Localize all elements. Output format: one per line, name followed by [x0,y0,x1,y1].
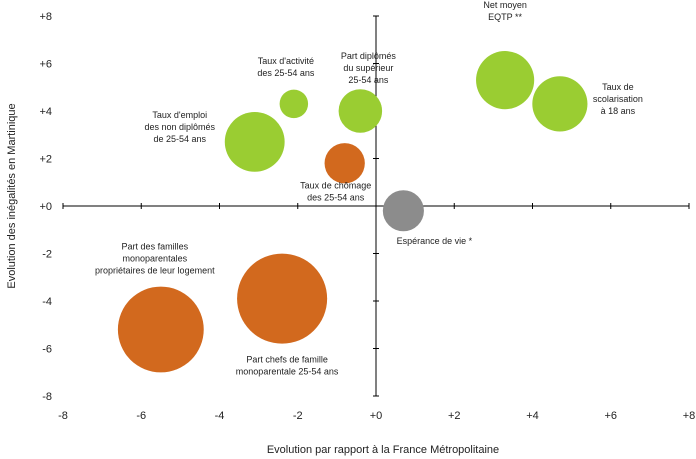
bubble-label-line: Part diplômés [341,51,397,61]
bubble-label: Part diplômés du supérieur 25-54 ans [341,51,397,85]
x-axis-title: Evolution par rapport à la France Métrop… [267,444,499,456]
bubble-label-line: des 25-54 ans [307,192,365,202]
bubble-label-line: EQTP ** [488,12,522,22]
bubble [476,51,535,110]
x-tick-label: -2 [293,410,303,422]
x-tick-label: +0 [370,410,383,422]
bubble [532,76,588,132]
bubble-label-line: des non diplômés [144,122,215,132]
y-tick-label: -8 [42,391,52,403]
bubble [117,286,204,373]
bubble-label: Taux d'emploi des non diplômés de 25-54 an… [144,110,215,144]
bubble-label: Espérance de vie * [397,236,473,246]
y-tick-label: +2 [39,154,52,166]
x-tick-label: +2 [448,410,461,422]
bubbles [117,51,588,373]
bubble-label-line: à 18 ans [601,106,636,116]
bubble-label: Taux de scolarisation à 18 ans [593,82,643,116]
bubble [279,89,309,119]
bubble-label-line: de 25-54 ans [153,134,206,144]
x-tick-label: +6 [604,410,617,422]
y-tick-label: -4 [42,296,52,308]
x-tick-label: -4 [215,410,225,422]
bubble [237,253,328,344]
bubble-label: Part des familles monoparentales propriéta… [95,242,215,276]
bubble-label-line: du supérieur [343,63,393,73]
y-tick-label: -2 [42,249,52,261]
x-tick-label: -6 [136,410,146,422]
y-tick-label: +0 [39,201,52,213]
x-tick-label: +4 [526,410,539,422]
bubble-label: Taux d'activité des 25-54 ans [257,56,315,78]
bubble-label-line: Espérance de vie * [397,236,473,246]
y-axis-title: Evolution des inégalités en Martinique [6,103,18,288]
bubble-label-line: monoparentales [123,254,188,264]
bubble-label-line: Part des familles [122,242,189,252]
y-tick-label: +8 [39,11,52,23]
bubble [382,190,424,232]
y-tick-label: +6 [39,59,52,71]
bubble-label-line: Net moyen [483,0,527,10]
bubble-label-line: Taux d'emploi [152,110,207,120]
x-tick-labels: -8 -6 -4 -2 +0 +2 +4 +6 +8 [58,203,695,422]
bubble-label-line: Taux de chômage [300,180,371,190]
bubble-label-line: Taux d'activité [258,56,314,66]
bubble-label-line: monoparentale 25-54 ans [236,367,339,377]
bubble-label-line: scolarisation [593,94,643,104]
bubble [324,143,365,184]
bubble-label-line: 25-54 ans [348,75,389,85]
bubble-label-line: Part chefs de famille [246,355,328,365]
x-tick-label: -8 [58,410,68,422]
bubble-label: Taux de chômage des 25-54 ans [300,180,371,202]
bubble-label-line: Taux de [602,82,634,92]
bubble [224,111,285,172]
bubble-label-line: propriétaires de leur logement [95,266,215,276]
bubble-label-line: des 25-54 ans [257,68,315,78]
bubble [338,89,383,133]
y-tick-label: +4 [39,106,52,118]
x-tick-label: +8 [683,410,696,422]
y-tick-labels: +8 +6 +4 +2 +0 -2 -4 -6 -8 [39,11,379,403]
bubble-label: Part chefs de famille monoparentale 25-54… [236,355,339,377]
y-tick-label: -6 [42,344,52,356]
